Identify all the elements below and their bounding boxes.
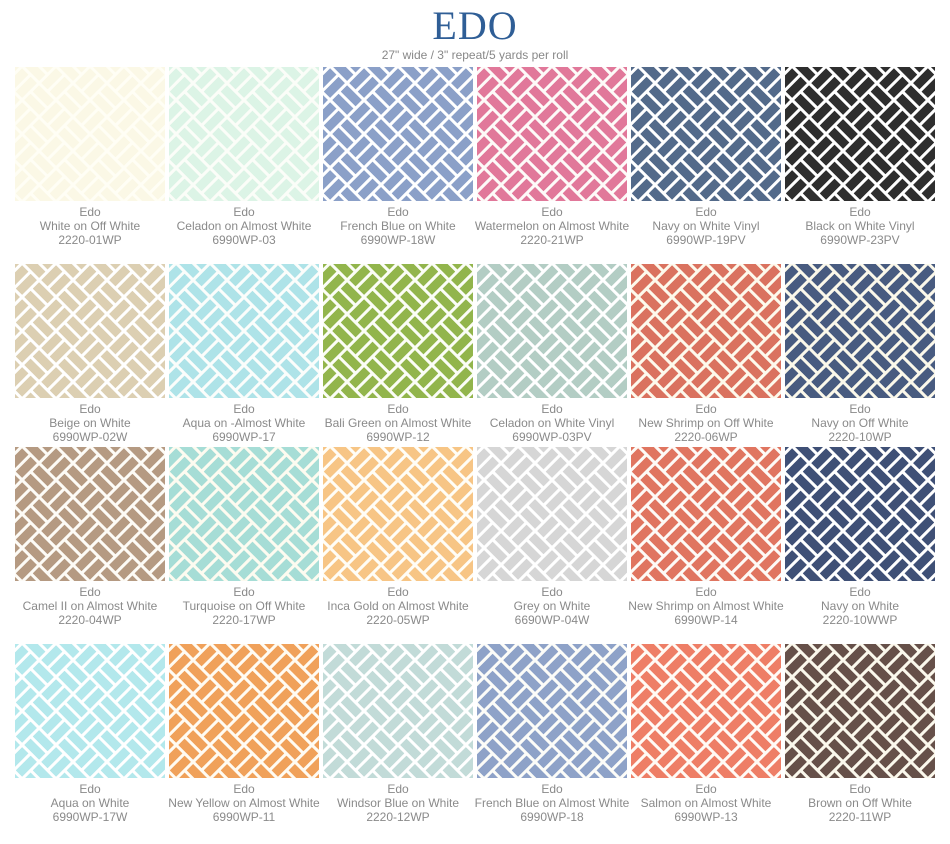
swatch-colorway: White on Off White xyxy=(11,219,169,233)
fretwork-pattern xyxy=(15,67,165,201)
swatch-sku: 2220-01WP xyxy=(11,233,169,247)
swatch-pattern-name: Edo xyxy=(11,205,169,219)
swatch-image[interactable] xyxy=(169,67,319,201)
swatch-caption: Edo White on Off White 2220-01WP xyxy=(11,205,169,247)
fretwork-pattern xyxy=(169,67,319,201)
swatch-image[interactable] xyxy=(15,67,165,201)
